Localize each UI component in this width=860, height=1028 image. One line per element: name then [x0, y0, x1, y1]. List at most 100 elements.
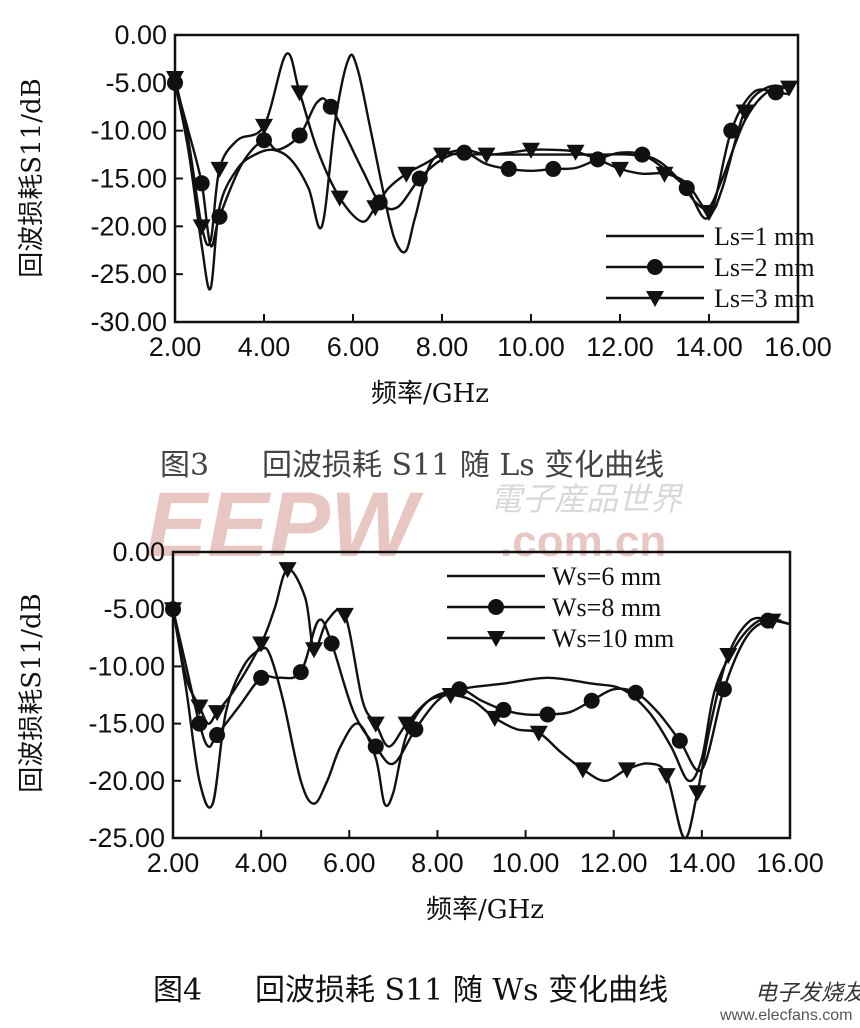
data-point-circle [678, 180, 695, 197]
data-point-triangle [441, 688, 460, 704]
data-point-triangle [166, 71, 184, 88]
y-tick-label: -10.00 [90, 116, 167, 146]
y-tick-label: -20.00 [88, 766, 165, 796]
y-axis-label: 回波损耗S11/dB [17, 593, 47, 792]
figure-caption: 回波损耗 S11 随 Ws 变化曲线 [255, 973, 668, 1008]
x-tick-label: 10.00 [497, 332, 565, 362]
data-point-circle [209, 727, 226, 744]
data-point-triangle [397, 716, 416, 733]
data-point-circle [767, 84, 784, 101]
y-tick-label: -10.00 [88, 651, 165, 681]
data-point-circle [291, 127, 308, 144]
data-point-triangle [366, 200, 385, 217]
figure-number: 图4 [153, 973, 202, 1008]
data-point-triangle [573, 762, 592, 779]
data-point-circle [193, 175, 210, 192]
figure-caption: 回波损耗 S11 随 Ls 变化曲线 [262, 448, 664, 483]
watermark-domain: .com.cn [500, 517, 666, 566]
x-tick-label: 6.00 [323, 848, 376, 878]
x-tick-label: 4.00 [238, 332, 291, 362]
x-tick-label: 2.00 [147, 848, 200, 878]
data-point-circle [256, 132, 272, 149]
y-tick-label: -5.00 [103, 594, 165, 624]
watermark: EEPW .com.cn 電子産品世界 电子发烧友 www.elecfans.c… [146, 474, 860, 1024]
legend-label: Ws=8 mm [552, 593, 661, 622]
data-point-triangle [655, 166, 674, 183]
data-point-triangle [278, 562, 297, 579]
data-point-circle [583, 692, 600, 709]
x-tick-label: 14.00 [675, 332, 743, 362]
data-point-triangle [290, 85, 309, 102]
data-point-triangle [566, 144, 585, 161]
data-point-circle [253, 669, 270, 686]
data-point-triangle [335, 607, 354, 624]
data-point-circle [723, 122, 740, 139]
data-point-circle [634, 146, 651, 163]
series-line [173, 82, 790, 248]
data-point-triangle [735, 104, 754, 121]
data-point-triangle [763, 613, 782, 630]
y-axis-label: 回波损耗S11/dB [17, 78, 47, 277]
x-tick-label: 12.00 [580, 848, 648, 878]
watermark-site: www.elecfans.com [719, 1007, 853, 1024]
data-point-circle [671, 732, 688, 749]
data-point-triangle [397, 166, 416, 183]
data-point-circle [456, 144, 473, 161]
watermark-logo: EEPW [146, 474, 424, 576]
x-tick-label: 8.00 [416, 332, 469, 362]
data-point-circle [539, 706, 556, 723]
data-point-circle [191, 715, 208, 732]
x-axis-label: 频率/GHz [371, 379, 489, 409]
legend-marker-circle [488, 599, 504, 615]
y-tick-label: -15.00 [90, 164, 167, 194]
data-point-circle [323, 635, 340, 652]
x-tick-label: 14.00 [668, 848, 736, 878]
data-point-circle [322, 98, 339, 115]
x-tick-label: 4.00 [235, 848, 288, 878]
data-point-triangle [255, 118, 273, 135]
data-point-triangle [330, 190, 349, 207]
data-point-triangle [485, 710, 504, 727]
legend-label: Ls=1 mm [714, 222, 815, 251]
legend-marker-triangle [646, 291, 664, 307]
legend-marker-triangle [487, 631, 505, 647]
x-tick-label: 8.00 [411, 848, 464, 878]
y-tick-label: -25.00 [88, 823, 165, 853]
data-point-triangle [366, 716, 385, 733]
data-point-circle [500, 160, 517, 177]
data-point-triangle [617, 762, 636, 779]
x-tick-label: 10.00 [492, 848, 560, 878]
data-point-triangle [700, 204, 718, 221]
series-line [171, 609, 782, 809]
x-tick-label: 16.00 [764, 332, 832, 362]
data-point-triangle [252, 636, 271, 653]
series-1 [171, 609, 782, 809]
data-point-triangle [529, 725, 548, 742]
chart-s11-vs-ws: 频率/GHz 回波损耗S11/dB 图4 回波损耗 S11 随 Ws 变化曲线 … [17, 537, 824, 1008]
data-point-circle [411, 170, 428, 187]
series-line [173, 53, 790, 291]
data-point-triangle [522, 142, 540, 159]
data-point-triangle [688, 785, 707, 802]
y-tick-label: -30.00 [90, 307, 167, 337]
legend-marker-circle [647, 259, 663, 275]
figure-number: 图3 [160, 448, 209, 483]
y-tick-label: -5.00 [105, 68, 167, 98]
watermark-chinese: 電子産品世界 [490, 480, 684, 518]
y-tick-label: 0.00 [114, 20, 167, 50]
legend-label: Ls=2 mm [714, 253, 815, 282]
data-point-triangle [208, 705, 227, 722]
data-point-circle [407, 721, 424, 738]
y-tick-label: -20.00 [90, 211, 167, 241]
watermark-site-zh: 电子发烧友 [755, 981, 860, 1006]
series-1 [173, 53, 790, 291]
legend-label: Ws=10 mm [552, 624, 674, 653]
x-tick-label: 16.00 [756, 848, 824, 878]
data-point-circle [627, 684, 644, 701]
series-3 [164, 562, 791, 840]
x-axis-label: 频率/GHz [426, 895, 544, 925]
y-tick-label: 0.00 [112, 537, 165, 567]
